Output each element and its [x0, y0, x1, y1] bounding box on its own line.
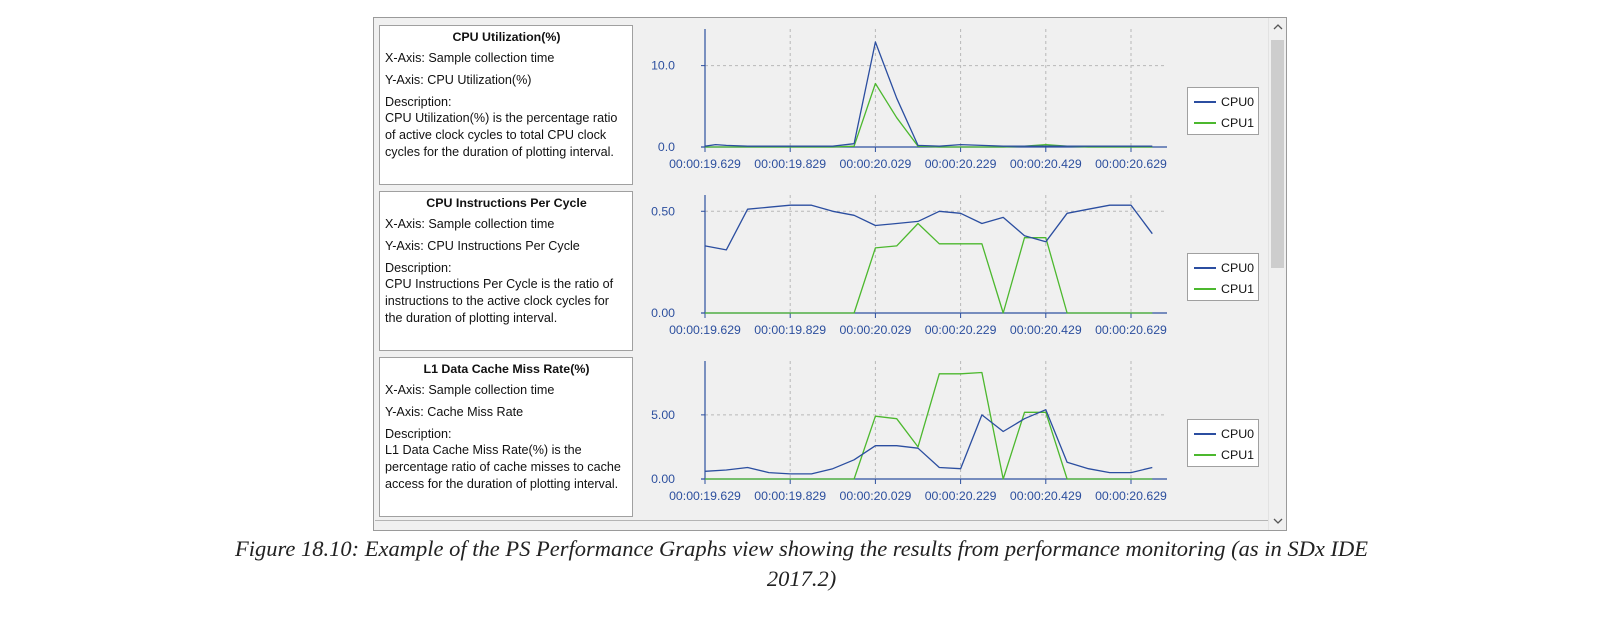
x-tick-label: 00:00:19.829 [754, 157, 826, 171]
legend-swatch-cpu0 [1194, 267, 1216, 269]
x-axis-description: X-Axis: Sample collection time [385, 51, 555, 65]
x-tick-label: 00:00:20.029 [839, 157, 911, 171]
figure-caption: Figure 18.10: Example of the PS Performa… [0, 534, 1603, 594]
y-tick-label: 0.50 [651, 204, 675, 218]
graph-description-box: CPU Instructions Per Cycle X-Axis: Sampl… [379, 191, 633, 351]
x-tick-label: 00:00:20.629 [1095, 323, 1167, 337]
legend-swatch-cpu0 [1194, 433, 1216, 435]
graph-title: L1 Data Cache Miss Rate(%) [423, 362, 590, 376]
graph-description-box: CPU Utilization(%) X-Axis: Sample collec… [379, 25, 633, 185]
x-axis-description: X-Axis: Sample collection time [385, 217, 555, 231]
legend-swatch-cpu0 [1194, 101, 1216, 103]
y-tick-label: 0.0 [658, 140, 675, 154]
graph-title: CPU Utilization(%) [452, 30, 561, 44]
cpu-ipc-chart[interactable]: 0.00 0.50 00:00:19.629 00:00:19.829 00:00:20… [637, 189, 1167, 353]
x-tick-label: 00:00:20.229 [925, 323, 997, 337]
x-tick-label: 00:00:19.629 [669, 157, 741, 171]
graph-panel-cpu-utilization: CPU Utilization(%) X-Axis: Sample collec… [375, 19, 1268, 189]
x-tick-label: 00:00:20.629 [1095, 157, 1167, 171]
graph-title: CPU Instructions Per Cycle [426, 196, 587, 210]
x-tick-label: 00:00:19.629 [669, 489, 741, 503]
chart-legend: CPU0 CPU1 [1187, 419, 1259, 467]
description-text: CPU Utilization(%) is the percentage rat… [385, 111, 618, 159]
legend-label-cpu1: CPU1 [1221, 448, 1255, 462]
description-text: CPU Instructions Per Cycle is the ratio … [385, 277, 614, 325]
scroll-up-button[interactable] [1269, 18, 1286, 35]
series-line-cpu0 [704, 41, 1153, 147]
figure-caption-line: Figure 18.10: Example of the PS Performa… [235, 536, 1368, 561]
y-axis-description: Y-Axis: CPU Instructions Per Cycle [385, 239, 580, 253]
series-line-cpu1 [705, 371, 1153, 480]
x-tick-label: 00:00:20.029 [839, 489, 911, 503]
figure-caption-line: 2017.2) [766, 566, 837, 591]
l1-cache-miss-chart[interactable]: 0.00 5.00 00:00:19.629 00:00:19.829 00:00:20… [637, 355, 1167, 519]
x-tick-label: 00:00:20.229 [925, 157, 997, 171]
y-tick-label: 0.00 [651, 306, 675, 320]
x-tick-label: 00:00:20.229 [925, 489, 997, 503]
x-axis-description: X-Axis: Sample collection time [385, 383, 555, 397]
legend-label-cpu1: CPU1 [1221, 116, 1255, 130]
y-tick-label: 5.00 [651, 408, 675, 422]
x-tick-label: 00:00:20.629 [1095, 489, 1167, 503]
x-tick-label: 00:00:19.829 [754, 323, 826, 337]
chevron-down-icon [1273, 518, 1282, 524]
y-axis-description: Y-Axis: Cache Miss Rate [385, 405, 524, 419]
legend-swatch-cpu1 [1194, 288, 1216, 290]
description-text: L1 Data Cache Miss Rate(%) is the percen… [385, 443, 621, 491]
legend-item-cpu0: CPU0 [1194, 260, 1254, 276]
x-tick-label: 00:00:20.429 [1010, 489, 1082, 503]
x-tick-label: 00:00:19.829 [754, 489, 826, 503]
legend-label-cpu0: CPU0 [1221, 95, 1255, 109]
chart-legend: CPU0 CPU1 [1187, 87, 1259, 135]
description-label: Description: [385, 261, 452, 275]
chevron-up-icon [1273, 24, 1282, 30]
chart-legend: CPU0 CPU1 [1187, 253, 1259, 301]
cpu-utilization-chart[interactable]: 0.0 10.0 00:00:19.629 00:00:19.829 00:00:20.… [637, 23, 1167, 187]
legend-item-cpu1: CPU1 [1194, 447, 1254, 463]
scrollbar-thumb[interactable] [1271, 40, 1284, 268]
graph-panel-l1-cache-miss: L1 Data Cache Miss Rate(%) X-Axis: Sampl… [375, 351, 1268, 521]
scroll-down-button[interactable] [1269, 513, 1286, 530]
performance-graphs-view: CPU Utilization(%) X-Axis: Sample collec… [373, 17, 1287, 531]
description-label: Description: [385, 95, 452, 109]
graph-panel-cpu-ipc: CPU Instructions Per Cycle X-Axis: Sampl… [375, 185, 1268, 355]
series-line-cpu1 [705, 82, 1153, 148]
legend-item-cpu0: CPU0 [1194, 94, 1254, 110]
series-line-cpu0 [704, 409, 1153, 475]
vertical-scrollbar[interactable] [1268, 18, 1286, 530]
legend-item-cpu1: CPU1 [1194, 281, 1254, 297]
x-tick-label: 00:00:20.029 [839, 323, 911, 337]
legend-label-cpu1: CPU1 [1221, 282, 1255, 296]
legend-item-cpu0: CPU0 [1194, 426, 1254, 442]
series-line-cpu0 [704, 204, 1153, 251]
y-tick-label: 10.0 [651, 59, 675, 73]
y-axis-description: Y-Axis: CPU Utilization(%) [385, 73, 532, 87]
x-tick-label: 00:00:19.629 [669, 323, 741, 337]
legend-swatch-cpu1 [1194, 454, 1216, 456]
legend-label-cpu0: CPU0 [1221, 427, 1255, 441]
series-line-cpu1 [705, 222, 1153, 314]
x-tick-label: 00:00:20.429 [1010, 157, 1082, 171]
legend-label-cpu0: CPU0 [1221, 261, 1255, 275]
legend-swatch-cpu1 [1194, 122, 1216, 124]
graph-description-box: L1 Data Cache Miss Rate(%) X-Axis: Sampl… [379, 357, 633, 517]
x-tick-label: 00:00:20.429 [1010, 323, 1082, 337]
legend-item-cpu1: CPU1 [1194, 115, 1254, 131]
description-label: Description: [385, 427, 452, 441]
y-tick-label: 0.00 [651, 472, 675, 486]
